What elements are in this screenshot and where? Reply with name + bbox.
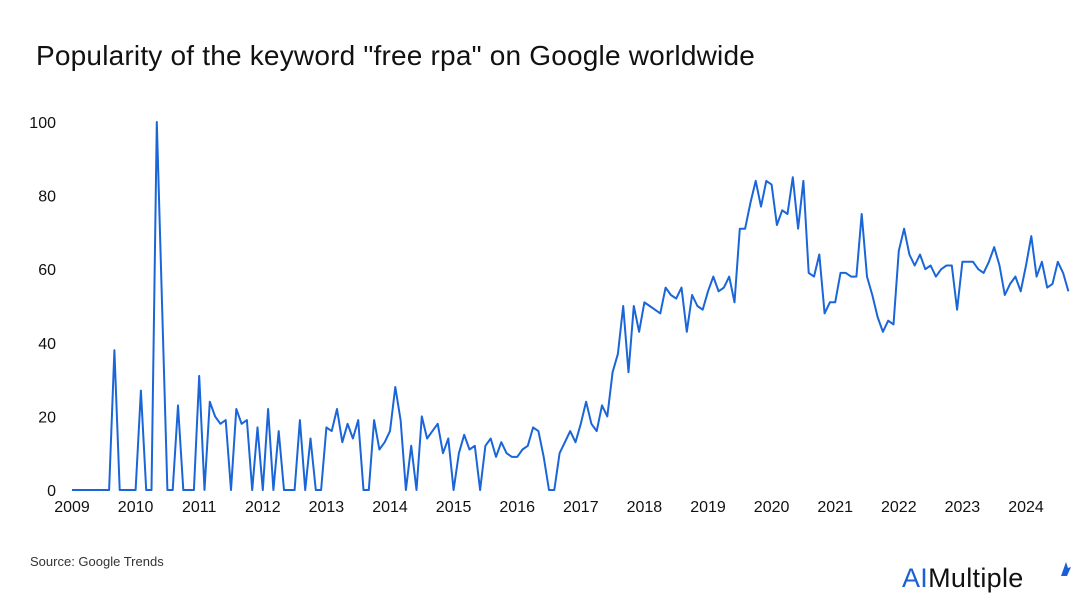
x-tick-label: 2014 (372, 499, 408, 516)
x-tick-label: 2011 (182, 499, 217, 516)
y-tick-label: 20 (38, 409, 56, 426)
x-tick-label: 2024 (1008, 499, 1044, 516)
y-tick-label: 100 (29, 115, 56, 132)
x-tick-label: 2013 (309, 499, 345, 516)
y-tick-label: 40 (38, 336, 56, 353)
x-tick-label: 2012 (245, 499, 281, 516)
x-tick-label: 2022 (881, 499, 917, 516)
chart-title: Popularity of the keyword "free rpa" on … (36, 40, 756, 71)
brand-logo: AIMultiple (902, 563, 1024, 594)
y-tick-label: 60 (38, 262, 56, 279)
y-axis: 0 20 40 60 80 100 (29, 115, 56, 500)
x-tick-label: 2021 (817, 499, 853, 516)
aimultiple-logo-mark-icon (1061, 562, 1071, 576)
x-tick-label: 2010 (118, 499, 154, 516)
y-tick-label: 80 (38, 189, 56, 206)
x-axis: 2009 2010 2011 2012 2013 2014 2015 2016 2017 2018… (54, 499, 1044, 516)
x-tick-label: 2018 (627, 499, 663, 516)
x-tick-label: 2020 (754, 499, 790, 516)
x-tick-label: 2016 (499, 499, 535, 516)
x-tick-label: 2009 (54, 499, 90, 516)
y-tick-label: 0 (47, 483, 56, 500)
source-note: Source: Google Trends (30, 554, 164, 569)
x-tick-label: 2017 (563, 499, 599, 516)
series-line (72, 121, 1070, 491)
x-tick-label: 2015 (436, 499, 472, 516)
brand-ai: AI (902, 563, 929, 593)
x-tick-label: 2023 (945, 499, 981, 516)
series-group (72, 121, 1070, 491)
brand-rest: Multiple (928, 563, 1024, 593)
x-tick-label: 2019 (690, 499, 726, 516)
